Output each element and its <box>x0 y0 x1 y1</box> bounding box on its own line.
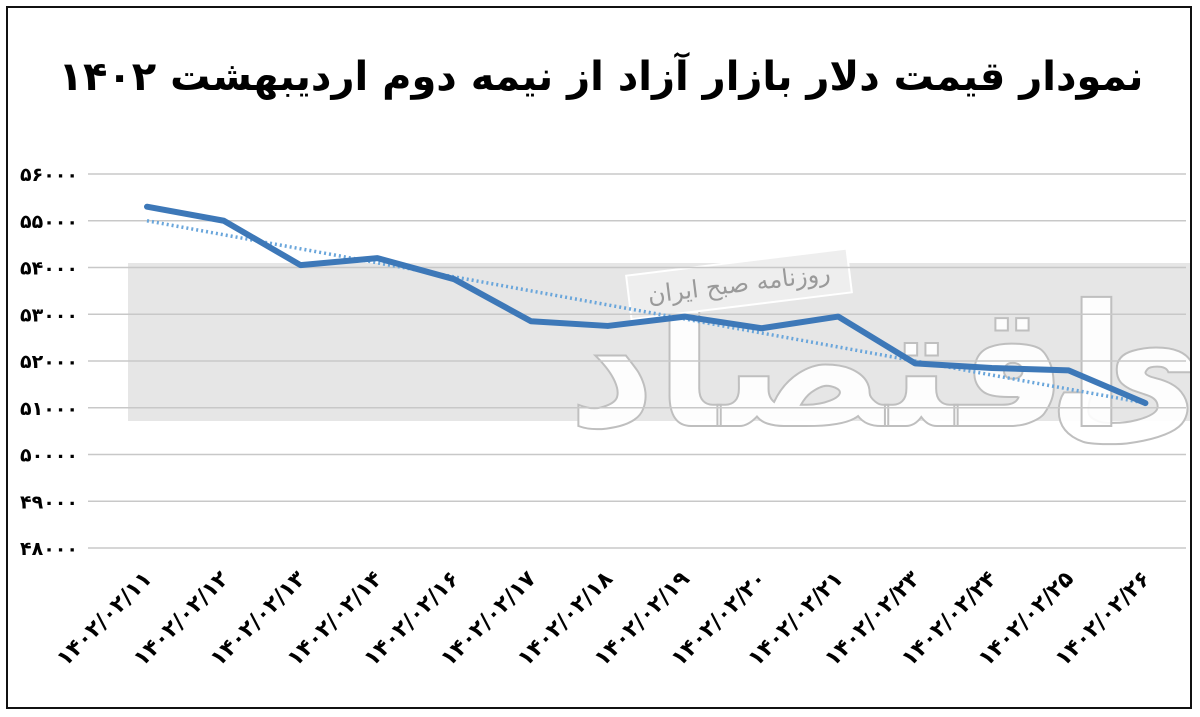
data-point <box>1067 368 1071 372</box>
data-point <box>836 315 840 319</box>
series-line <box>144 203 1149 407</box>
data-point <box>1143 401 1147 405</box>
watermark-brand-word-1: دنیای <box>1048 269 1192 467</box>
data-point <box>452 277 456 281</box>
grid <box>88 173 1186 549</box>
data-point <box>529 319 533 323</box>
x-axis: ۱۴۰۲/۰۲/۱۱۱۴۰۲/۰۲/۱۲۱۴۰۲/۰۲/۱۳۱۴۰۲/۰۲/۱۴… <box>52 566 1155 671</box>
watermark-paper-box <box>625 247 853 321</box>
y-tick-label: ۴۸۰۰۰ <box>20 538 78 560</box>
series <box>144 203 1149 407</box>
data-point <box>222 219 226 223</box>
data-point <box>375 256 379 260</box>
chart-frame: نمودار قیمت دلار بازار آزاد از نیمه دوم … <box>6 6 1192 709</box>
y-tick-label: ۵۰۰۰۰ <box>20 445 78 467</box>
y-tick-label: ۵۶۰۰۰ <box>20 164 78 186</box>
data-point <box>759 326 763 330</box>
y-tick-label: ۵۱۰۰۰ <box>20 398 78 420</box>
y-axis: ۴۸۰۰۰ ۴۹۰۰۰ ۵۰۰۰۰ ۵۱۰۰۰ ۵۲۰۰۰ ۵۳۰۰۰ ۵۴۰۰۰ ۵۵۰۰۰… <box>20 164 78 560</box>
data-point <box>299 263 303 267</box>
y-tick-label: ۵۵۰۰۰ <box>20 211 78 233</box>
y-tick-label: ۵۳۰۰۰ <box>20 304 78 326</box>
trendline <box>146 219 1146 405</box>
data-point <box>913 361 917 365</box>
y-tick-label: ۵۴۰۰۰ <box>20 258 78 280</box>
y-tick-label: ۴۹۰۰۰ <box>20 491 78 513</box>
chart-title: نمودار قیمت دلار بازار آزاد از نیمه دوم … <box>58 54 1144 100</box>
data-point <box>145 205 149 209</box>
data-point <box>683 315 687 319</box>
data-point <box>606 324 610 328</box>
y-tick-label: ۵۲۰۰۰ <box>20 351 78 373</box>
watermark: دنیایاقتصادروزنامه صبح ایران <box>128 247 1192 468</box>
data-point <box>990 366 994 370</box>
line-chart: دنیایاقتصادروزنامه صبح ایران ۴۸۰۰۰ ۴۹۰۰۰ ۵… <box>20 164 1192 672</box>
